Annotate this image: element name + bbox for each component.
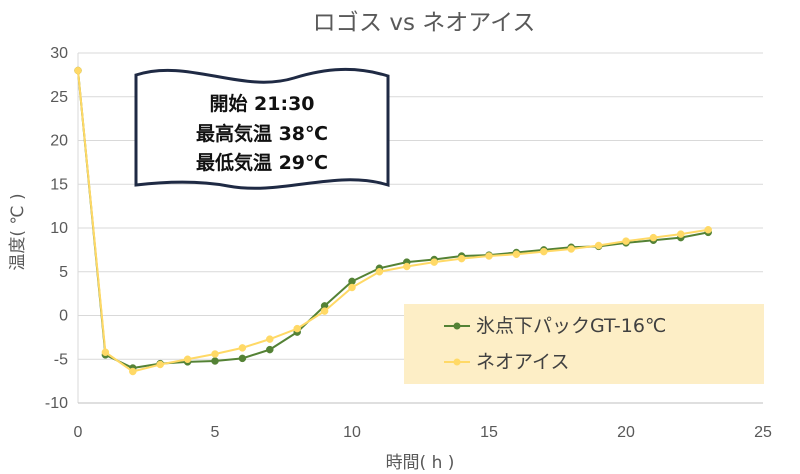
y-tick-label: 10 — [50, 220, 68, 237]
data-point — [594, 241, 603, 250]
x-tick-label: 10 — [343, 424, 361, 441]
data-point — [512, 250, 521, 258]
legend-background — [404, 304, 764, 384]
x-tick-label: 0 — [74, 424, 83, 441]
data-point — [567, 245, 575, 253]
y-tick-label: 20 — [50, 133, 68, 150]
x-axis-title: 時間( h ) — [386, 453, 455, 473]
data-point — [457, 254, 466, 263]
data-point — [375, 268, 384, 276]
y-tick-label: 25 — [50, 89, 68, 106]
legend-label-series-1: 氷点下パックGT-16℃ — [476, 315, 666, 337]
banner-line-min-temp: 最低気温 29℃ — [196, 151, 328, 174]
data-point — [183, 355, 192, 363]
data-point — [485, 252, 493, 260]
data-point — [238, 354, 247, 363]
data-point — [649, 233, 658, 242]
data-point — [293, 324, 301, 333]
x-tick-label: 15 — [480, 424, 498, 441]
data-point — [101, 348, 110, 356]
data-point — [320, 307, 329, 315]
annotation-banner: 開始 21:30 最高気温 38℃ 最低気温 29℃ — [134, 68, 390, 190]
series-layer — [74, 66, 712, 376]
series-2 — [74, 66, 712, 376]
data-point — [403, 262, 411, 271]
legend-marker-series-2 — [453, 358, 461, 366]
data-point — [540, 247, 548, 256]
data-point — [156, 360, 164, 369]
banner-line-start: 開始 21:30 — [209, 92, 314, 115]
axes: -10 -5 0 5 10 15 20 25 30 0 5 10 15 20 25 — [45, 45, 772, 441]
banner-shape — [134, 68, 390, 190]
x-tick-label: 20 — [617, 424, 635, 441]
y-tick-label: -10 — [45, 395, 68, 412]
chart-title: ロゴス vs ネオアイス — [313, 10, 536, 36]
data-point — [238, 344, 247, 352]
legend-label-series-2: ネオアイス — [476, 351, 569, 373]
y-tick-label: 0 — [59, 308, 68, 325]
series-line-2 — [77, 69, 710, 373]
legend-marker-series-1 — [453, 322, 461, 330]
x-tick-label: 25 — [754, 424, 772, 441]
data-point — [266, 345, 274, 354]
data-point — [211, 357, 219, 365]
data-point — [704, 226, 712, 234]
data-point — [348, 283, 356, 292]
legend: 氷点下パックGT-16℃ ネオアイス — [404, 304, 764, 384]
data-point — [430, 258, 438, 266]
data-point — [74, 66, 82, 75]
y-axis-title: 温度( ℃ ) — [8, 193, 28, 270]
series-line-1 — [77, 69, 710, 369]
y-tick-label: 15 — [50, 176, 68, 193]
banner-line-max-temp: 最高気温 38℃ — [196, 122, 328, 145]
data-point — [266, 335, 274, 343]
y-tick-label: 30 — [50, 45, 68, 62]
data-point — [129, 367, 137, 376]
data-point — [677, 230, 685, 238]
legend-item-series-2: ネオアイス — [444, 351, 569, 373]
x-tick-label: 5 — [211, 424, 220, 441]
legend-item-series-1: 氷点下パックGT-16℃ — [444, 315, 666, 337]
data-point — [622, 237, 630, 245]
data-point — [211, 350, 219, 358]
y-tick-label: 5 — [59, 264, 68, 281]
y-tick-label: -5 — [54, 351, 68, 368]
